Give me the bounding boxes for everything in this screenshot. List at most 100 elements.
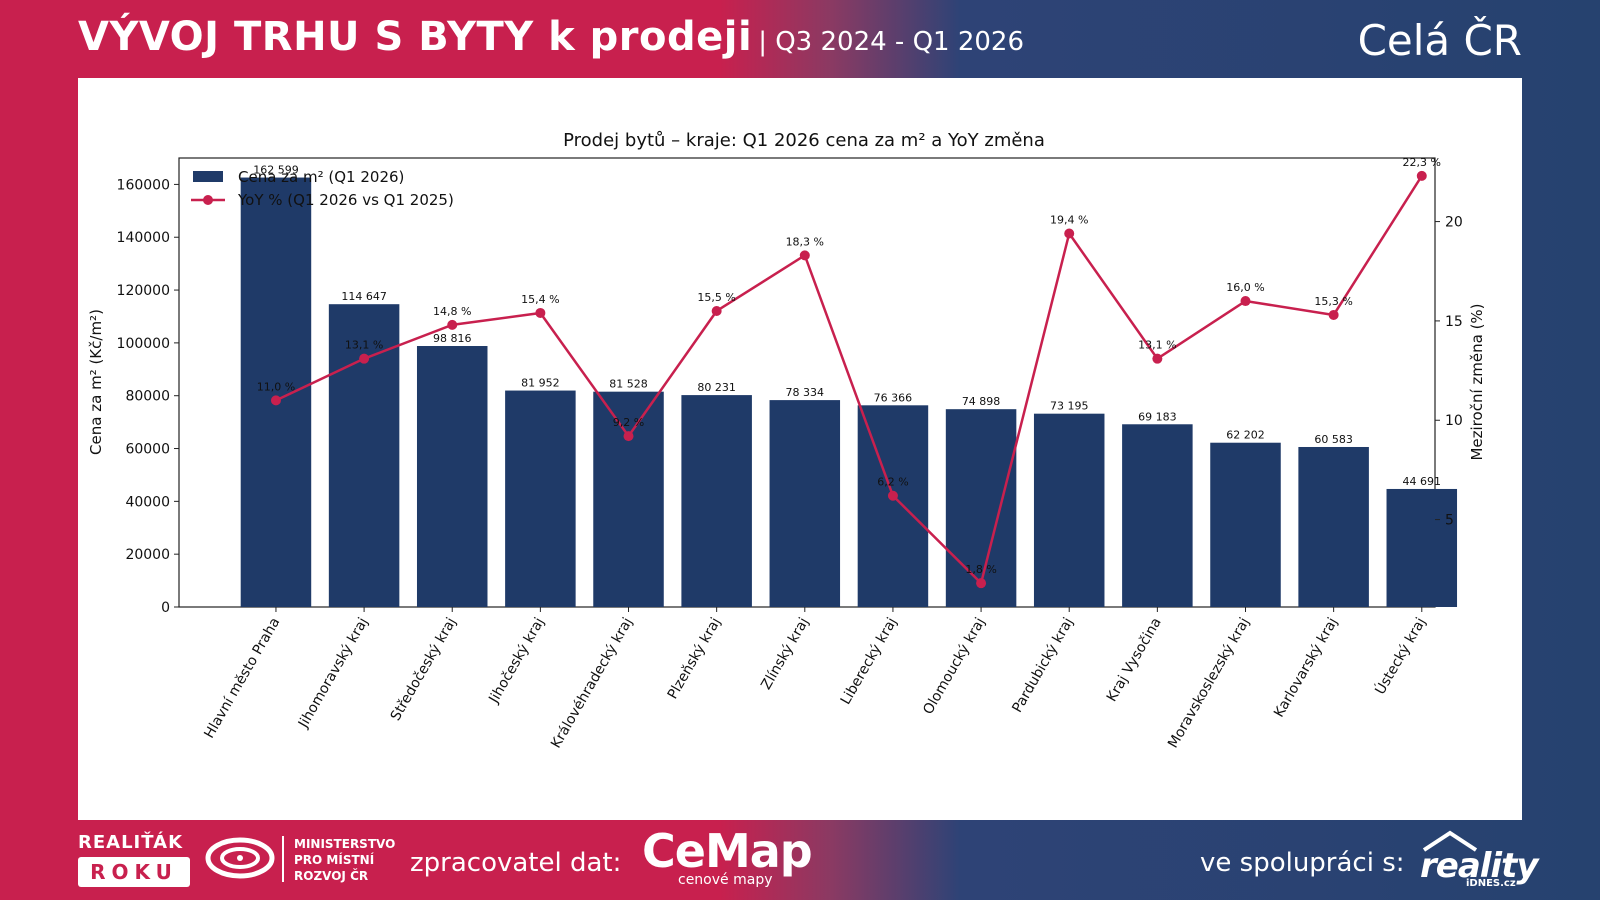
ministry-name: MINISTERSTVO PRO MÍSTNÍ ROZVOJ ČR — [294, 836, 395, 884]
yoy-point — [1416, 170, 1427, 181]
bar-value-label: 73 195 — [1050, 400, 1089, 413]
legend-line-marker — [203, 195, 213, 205]
x-tick-label: Jihočeský kraj — [486, 615, 548, 707]
x-tick-label: Moravskoslezský kraj — [1165, 615, 1253, 751]
ministry-divider — [282, 836, 284, 882]
x-tick-label: Jihomoravský kraj — [295, 615, 371, 731]
bar-value-label: 60 583 — [1314, 433, 1353, 446]
award-line2: ROKU — [78, 857, 190, 887]
yoy-point — [535, 307, 546, 318]
yoy-value-label: 13,1 % — [1138, 339, 1176, 352]
yoy-point — [1152, 353, 1163, 364]
yoy-value-label: 15,3 % — [1314, 295, 1352, 308]
bar — [1033, 413, 1105, 607]
chart-title: Prodej bytů – kraje: Q1 2026 cena za m² … — [563, 130, 1045, 151]
y-tick-label: 100000 — [117, 336, 170, 352]
yoy-point — [359, 353, 370, 364]
yoy-point — [270, 395, 281, 406]
combo-chart: Prodej bytů – kraje: Q1 2026 cena za m² … — [87, 130, 1486, 751]
footer: REALIŤÁK ROKU MINISTERSTVO PRO MÍSTNÍ RO… — [0, 822, 1600, 900]
bar — [240, 177, 312, 607]
bar-value-label: 74 898 — [962, 395, 1001, 408]
bar — [769, 400, 841, 607]
y-tick-label: 80000 — [125, 389, 170, 405]
region-label: Celá ČR — [1357, 16, 1522, 65]
cemap-logo: CeMap cenové mapy — [642, 824, 813, 888]
x-tick-label: Liberecký kraj — [838, 615, 901, 708]
x-tick-label: Hlavní město Praha — [201, 615, 283, 741]
x-tick-label: Olomoucký kraj — [920, 615, 988, 717]
legend-line-label: YoY % (Q1 2026 vs Q1 2025) — [237, 191, 454, 209]
bar — [505, 390, 576, 607]
legend-bar-label: Cena za m² (Q1 2026) — [238, 168, 404, 186]
ministry-line2: PRO MÍSTNÍ — [294, 853, 375, 867]
bar-value-label: 80 231 — [697, 381, 736, 394]
yoy-value-label: 18,3 % — [786, 235, 824, 248]
bar — [857, 405, 929, 607]
yoy-point — [799, 250, 810, 261]
bar-series: 162 599 114 647 98 816 81 952 81 528 80 231 78… — [240, 164, 1458, 607]
reality-idnes-logo: reality iDNES.cz — [1410, 830, 1538, 890]
yoy-value-label: 19,4 % — [1050, 213, 1088, 226]
yoy-point — [1328, 309, 1339, 320]
bar — [1386, 488, 1458, 607]
bar — [1122, 424, 1193, 607]
x-tick-label: Karlovarský kraj — [1271, 615, 1341, 720]
x-tick-label: Zlínský kraj — [758, 615, 812, 692]
cemap-logo-text: CeMap — [642, 824, 813, 878]
bar-value-label: 114 647 — [341, 290, 387, 303]
bar — [1298, 446, 1369, 607]
bar-value-label: 162 599 — [253, 164, 299, 177]
collaboration-label: ve spolupráci s: — [1200, 848, 1405, 878]
bar-value-label: 69 183 — [1138, 410, 1177, 423]
award-badge: REALIŤÁK ROKU — [78, 832, 196, 887]
yoy-point — [447, 319, 458, 330]
ministry-line1: MINISTERSTVO — [294, 837, 396, 851]
y2-tick-label: 5 — [1445, 513, 1454, 529]
chart-panel: Prodej bytů – kraje: Q1 2026 cena za m² … — [78, 78, 1522, 820]
bar-value-label: 76 366 — [874, 391, 913, 404]
yoy-point — [623, 431, 634, 442]
ministry-emblem-icon — [205, 837, 275, 879]
legend: Cena za m² (Q1 2026) YoY % (Q1 2026 vs Q… — [191, 168, 454, 209]
processor-label: zpracovatel dat: — [410, 848, 622, 878]
page-title: VÝVOJ TRHU S BYTY k prodeji — [78, 14, 753, 60]
yoy-point — [887, 490, 898, 501]
yoy-point — [1240, 296, 1251, 307]
yoy-value-label: 16,0 % — [1226, 281, 1264, 294]
y2-tick-label: 20 — [1445, 215, 1463, 231]
y-axis-label: Cena za m² (Kč/m²) — [87, 309, 105, 455]
y2-tick-label: 15 — [1445, 314, 1463, 330]
yoy-value-label: 15,4 % — [521, 293, 559, 306]
house-roof-icon — [1422, 830, 1478, 852]
yoy-value-label: 1,8 % — [965, 563, 996, 576]
yoy-value-label: 22,3 % — [1403, 156, 1441, 169]
bar-value-label: 78 334 — [786, 386, 825, 399]
yoy-point — [976, 578, 987, 589]
yoy-point — [1064, 228, 1075, 239]
x-tick-label: Plzeňský kraj — [665, 615, 724, 702]
x-tick-label: Královéhradecký kraj — [548, 615, 636, 751]
reality-logo-text: reality — [1420, 846, 1538, 886]
legend-bar-swatch — [193, 171, 223, 182]
x-tick-label: Středočeský kraj — [388, 615, 460, 724]
y-tick-label: 160000 — [117, 177, 170, 193]
yoy-line — [275, 175, 1423, 586]
y-tick-label: 0 — [161, 600, 170, 616]
bar — [1210, 442, 1281, 607]
bar — [416, 346, 488, 607]
yoy-value-label: 14,8 % — [433, 305, 471, 318]
y-tick-label: 20000 — [125, 547, 170, 563]
bar-value-label: 62 202 — [1226, 429, 1265, 442]
y2-axis-label: Meziroční změna (%) — [1468, 303, 1486, 460]
y-tick-label: 140000 — [117, 230, 170, 246]
y-tick-label: 40000 — [125, 494, 170, 510]
idnes-logo-text: iDNES.cz — [1466, 878, 1516, 889]
yoy-point — [711, 305, 722, 316]
line-series: 11,0 % 13,1 % 14,8 % 15,4 % 9,2 % 15,5 % 18,3 … — [257, 156, 1441, 589]
period-label: | Q3 2024 - Q1 2026 — [758, 27, 1025, 57]
cemap-tagline: cenové mapy — [678, 872, 773, 888]
award-line1: REALIŤÁK — [78, 832, 184, 853]
bar — [681, 395, 752, 607]
yoy-value-label: 15,5 % — [697, 291, 735, 304]
